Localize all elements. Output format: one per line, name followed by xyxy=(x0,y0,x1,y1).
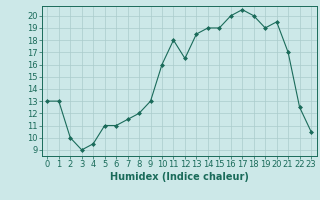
X-axis label: Humidex (Indice chaleur): Humidex (Indice chaleur) xyxy=(110,172,249,182)
